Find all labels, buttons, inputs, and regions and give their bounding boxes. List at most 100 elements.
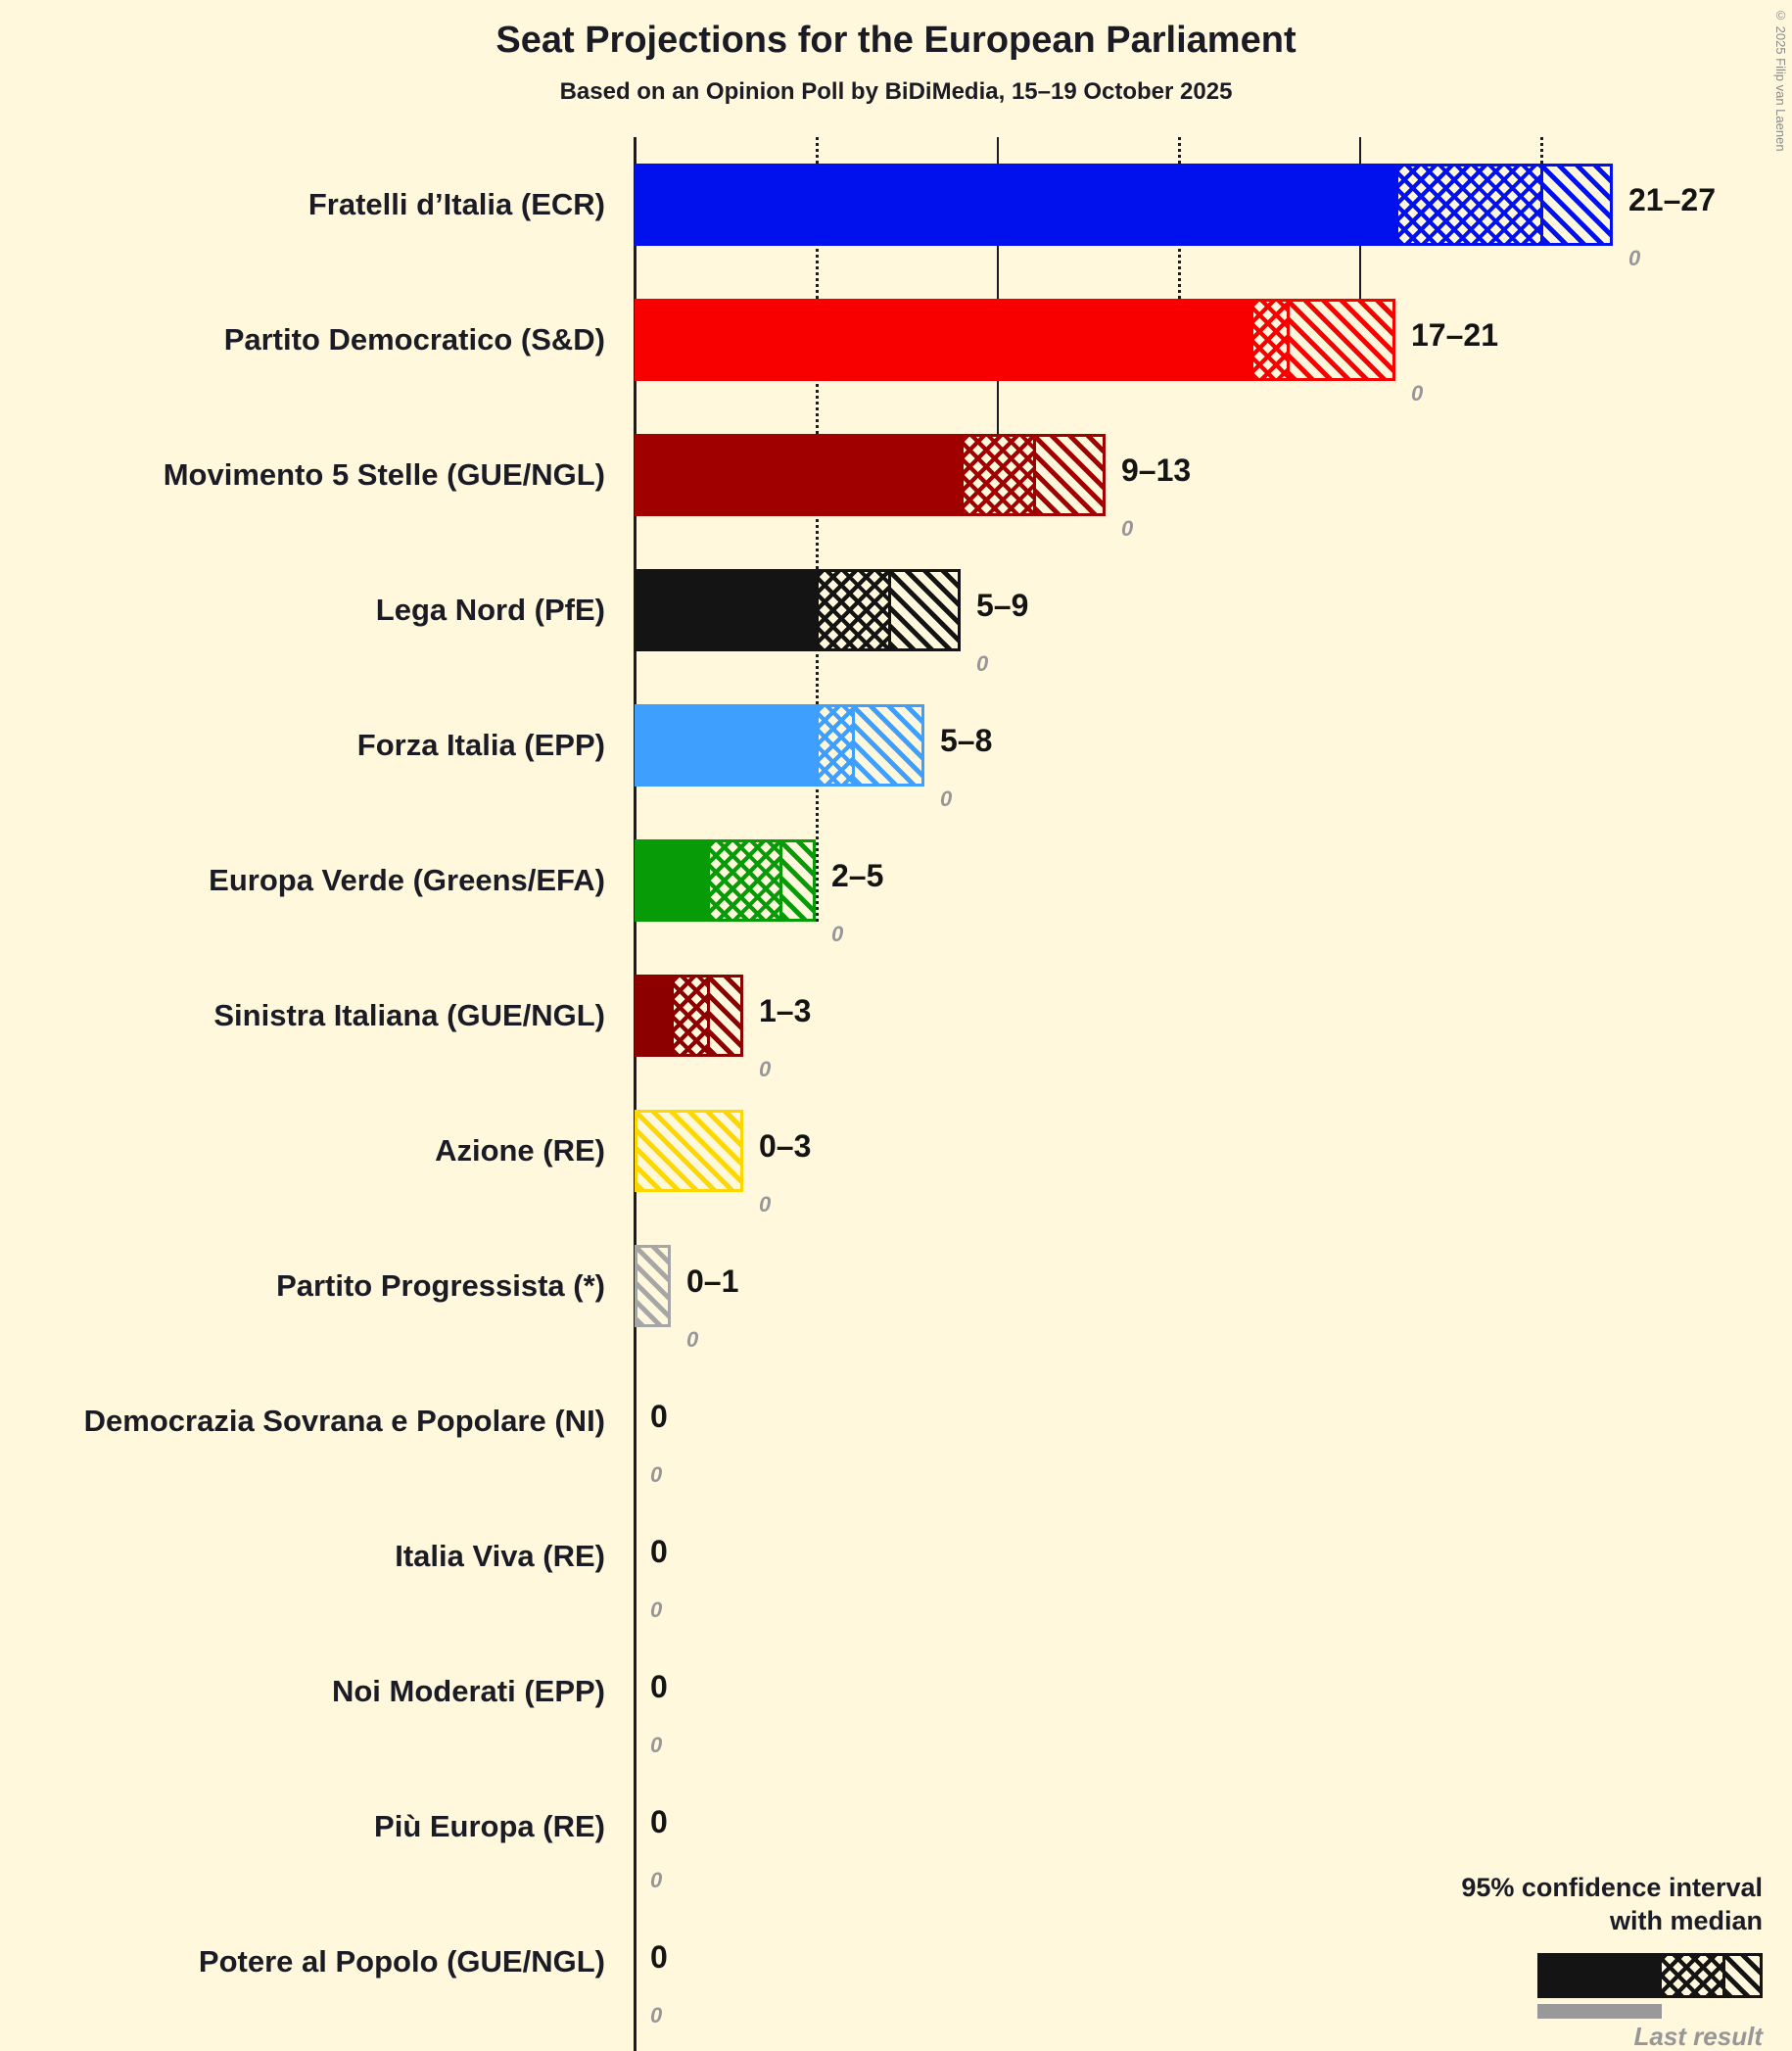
party-label: Potere al Popolo (GUE/NGL) bbox=[198, 1944, 605, 1979]
legend-diagonal-segment bbox=[1722, 1956, 1760, 1995]
ci-low-solid-segment bbox=[637, 707, 816, 784]
last-result-label: 0 bbox=[686, 1327, 699, 1352]
party-label: Europa Verde (Greens/EFA) bbox=[209, 863, 605, 897]
ci-low-solid-segment bbox=[637, 302, 1250, 378]
seat-range-label: 2–5 bbox=[831, 858, 884, 893]
legend-crosshatch-segment bbox=[1659, 1956, 1722, 1995]
ci-to-median-crosshatch-segment bbox=[961, 437, 1033, 513]
chart-subtitle: Based on an Opinion Poll by BiDiMedia, 1… bbox=[559, 78, 1233, 105]
party-label: Forza Italia (EPP) bbox=[356, 728, 605, 762]
party-row: Movimento 5 Stelle (GUE/NGL) 9–13 0 bbox=[0, 407, 1792, 543]
party-row: Sinistra Italiana (GUE/NGL) 1–3 0 bbox=[0, 948, 1792, 1083]
seat-range-label: 5–8 bbox=[940, 723, 993, 758]
party-row: Potere al Popolo (GUE/NGL) 0 0 bbox=[0, 1894, 1792, 2029]
legend-ci-label-line1: 95% confidence interval bbox=[1461, 1873, 1763, 1902]
party-label: Partito Progressista (*) bbox=[276, 1268, 605, 1303]
legend-last-result-label: Last result bbox=[1633, 2022, 1764, 2051]
seat-range-label: 0 bbox=[650, 1534, 668, 1569]
seat-projection-bar bbox=[635, 164, 1613, 246]
party-row: Più Europa (RE) 0 0 bbox=[0, 1759, 1792, 1894]
copyright-note: © 2025 Filip van Laenen bbox=[1773, 8, 1788, 152]
gridline-15-seats bbox=[1178, 137, 1181, 381]
ci-to-median-crosshatch-segment bbox=[816, 707, 852, 784]
legend-ci-label-line2: with median bbox=[1609, 1906, 1763, 1935]
party-label: Italia Viva (RE) bbox=[395, 1539, 605, 1573]
last-result-label: 0 bbox=[1628, 246, 1641, 270]
party-row: Fratelli d’Italia (ECR) 21–27 0 bbox=[0, 137, 1792, 272]
party-row: Partito Democratico (S&D) 17–21 0 bbox=[0, 272, 1792, 407]
last-result-label: 0 bbox=[976, 651, 989, 676]
seat-projection-bar bbox=[635, 1110, 743, 1192]
ci-low-solid-segment bbox=[637, 978, 671, 1054]
seat-range-label: 0–3 bbox=[759, 1128, 812, 1164]
median-to-high-diagonal-segment bbox=[852, 707, 921, 784]
last-result-label: 0 bbox=[650, 1733, 663, 1757]
median-to-high-diagonal-segment bbox=[779, 842, 813, 919]
party-row: Democrazia Sovrana e Popolare (NI) 0 0 bbox=[0, 1354, 1792, 1489]
last-result-label: 0 bbox=[650, 1462, 663, 1487]
party-row: Noi Moderati (EPP) 0 0 bbox=[0, 1624, 1792, 1759]
seat-projection-bar bbox=[635, 434, 1106, 516]
party-label: Lega Nord (PfE) bbox=[375, 593, 605, 627]
seat-range-label: 9–13 bbox=[1121, 453, 1192, 488]
last-result-label: 0 bbox=[1121, 516, 1134, 541]
last-result-label: 0 bbox=[759, 1192, 772, 1216]
ci-low-solid-segment bbox=[637, 842, 707, 919]
party-label: Sinistra Italiana (GUE/NGL) bbox=[213, 998, 605, 1032]
seat-range-label: 0–1 bbox=[686, 1264, 739, 1299]
seat-range-label: 5–9 bbox=[976, 588, 1029, 623]
median-to-high-diagonal-segment bbox=[888, 572, 958, 648]
party-row: Partito Progressista (*) 0–1 0 bbox=[0, 1218, 1792, 1354]
seat-projection-bar bbox=[635, 975, 743, 1057]
last-result-label: 0 bbox=[940, 787, 953, 811]
gridline-5-seats bbox=[816, 137, 819, 922]
last-result-label: 0 bbox=[650, 1868, 663, 1892]
party-label: Partito Democratico (S&D) bbox=[223, 322, 605, 357]
ci-to-median-crosshatch-segment bbox=[816, 572, 888, 648]
party-label: Azione (RE) bbox=[435, 1133, 605, 1168]
median-to-high-diagonal-segment bbox=[707, 978, 740, 1054]
median-to-high-diagonal-segment bbox=[637, 1113, 740, 1189]
ci-to-median-crosshatch-segment bbox=[707, 842, 779, 919]
seat-range-label: 17–21 bbox=[1411, 317, 1498, 353]
ci-low-solid-segment bbox=[637, 167, 1395, 243]
party-label: Noi Moderati (EPP) bbox=[331, 1674, 605, 1708]
median-to-high-diagonal-segment bbox=[1033, 437, 1103, 513]
chart-title: Seat Projections for the European Parlia… bbox=[495, 20, 1297, 61]
party-label: Fratelli d’Italia (ECR) bbox=[307, 187, 605, 221]
median-to-high-diagonal-segment bbox=[1540, 167, 1610, 243]
legend-confidence-bar bbox=[1537, 1953, 1763, 1998]
seat-projection-bar bbox=[635, 299, 1395, 381]
ci-to-median-crosshatch-segment bbox=[1395, 167, 1540, 243]
seat-projection-bar bbox=[635, 569, 961, 651]
last-result-label: 0 bbox=[759, 1057, 772, 1081]
party-row: Europa Verde (Greens/EFA) 2–5 0 bbox=[0, 813, 1792, 948]
y-axis-line bbox=[634, 137, 637, 2051]
ci-low-solid-segment bbox=[637, 572, 816, 648]
seat-range-label: 0 bbox=[650, 1399, 668, 1434]
seat-projection-bar bbox=[635, 839, 816, 922]
party-row: Italia Viva (RE) 0 0 bbox=[0, 1489, 1792, 1624]
legend-last-result-bar bbox=[1537, 2004, 1662, 2019]
gridline-20-seats bbox=[1359, 137, 1361, 381]
seat-projection-bar bbox=[635, 1245, 671, 1327]
median-to-high-diagonal-segment bbox=[637, 1248, 668, 1324]
party-row: Lega Nord (PfE) 5–9 0 bbox=[0, 543, 1792, 678]
party-row: Azione (RE) 0–3 0 bbox=[0, 1083, 1792, 1218]
seat-range-label: 0 bbox=[650, 1804, 668, 1839]
seat-range-label: 0 bbox=[650, 1669, 668, 1704]
legend-median-solid-segment bbox=[1540, 1956, 1659, 1995]
party-label: Movimento 5 Stelle (GUE/NGL) bbox=[163, 457, 605, 492]
ci-to-median-crosshatch-segment bbox=[671, 978, 707, 1054]
last-result-label: 0 bbox=[831, 922, 844, 946]
ci-to-median-crosshatch-segment bbox=[1250, 302, 1287, 378]
party-row: Forza Italia (EPP) 5–8 0 bbox=[0, 678, 1792, 813]
median-to-high-diagonal-segment bbox=[1287, 302, 1392, 378]
ci-low-solid-segment bbox=[637, 437, 961, 513]
last-result-label: 0 bbox=[1411, 381, 1424, 405]
seat-range-label: 0 bbox=[650, 1939, 668, 1975]
seat-range-label: 1–3 bbox=[759, 993, 812, 1028]
seat-range-label: 21–27 bbox=[1628, 182, 1716, 217]
legend: 95% confidence interval with median Last… bbox=[1351, 1873, 1763, 2051]
